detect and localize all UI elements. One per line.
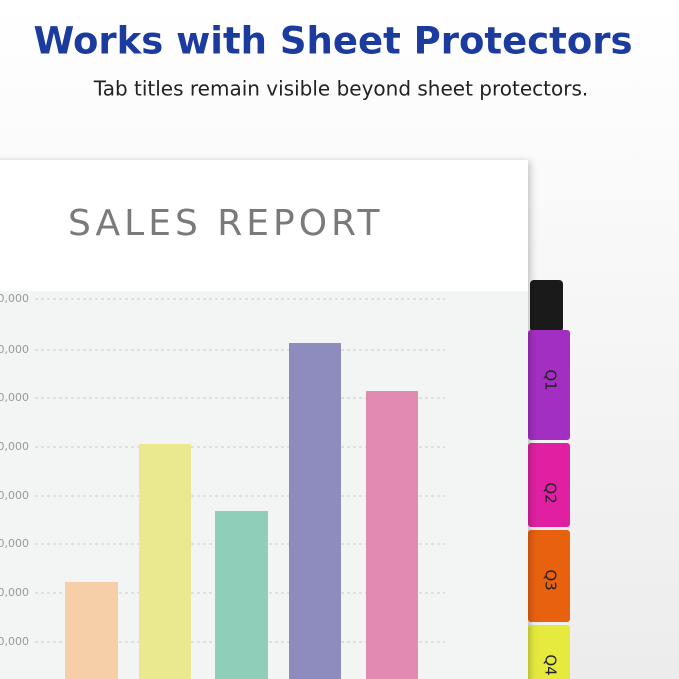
tab — [528, 530, 570, 622]
tab — [528, 330, 570, 440]
axis-label: 0,000 — [0, 489, 29, 502]
tab-label: Q1 — [542, 369, 560, 390]
tab-label: Q4 — [542, 654, 560, 675]
axis-label: 0,000 — [0, 635, 29, 648]
tab — [528, 443, 570, 527]
subheadline: Tab titles remain visible beyond sheet p… — [93, 77, 588, 101]
axis-label: 0,000 — [0, 586, 29, 599]
headline: Works with Sheet Protectors — [33, 20, 632, 63]
axis-label: 0,000 — [0, 391, 29, 404]
report-title: SALES REPORT — [68, 203, 383, 244]
bar — [366, 391, 418, 679]
axis-label: 0,000 — [0, 440, 29, 453]
axis-label: 0,000 — [0, 537, 29, 550]
tab-label: Q3 — [542, 569, 560, 590]
bar — [215, 511, 268, 679]
axis-label: 0,000 — [0, 292, 29, 305]
tab-label: Q2 — [542, 482, 560, 503]
bar — [289, 343, 341, 679]
bar — [139, 444, 191, 679]
tab-clip — [530, 280, 563, 332]
bar — [65, 582, 118, 679]
grid: 0,000 0,000 0,000 0,000 0,000 0,000 0,000 0,000 — [0, 292, 445, 648]
axis-label: 0,000 — [0, 343, 29, 356]
tabs: Q1 Q2 Q3 Q4 — [528, 330, 570, 679]
tab — [528, 625, 570, 679]
